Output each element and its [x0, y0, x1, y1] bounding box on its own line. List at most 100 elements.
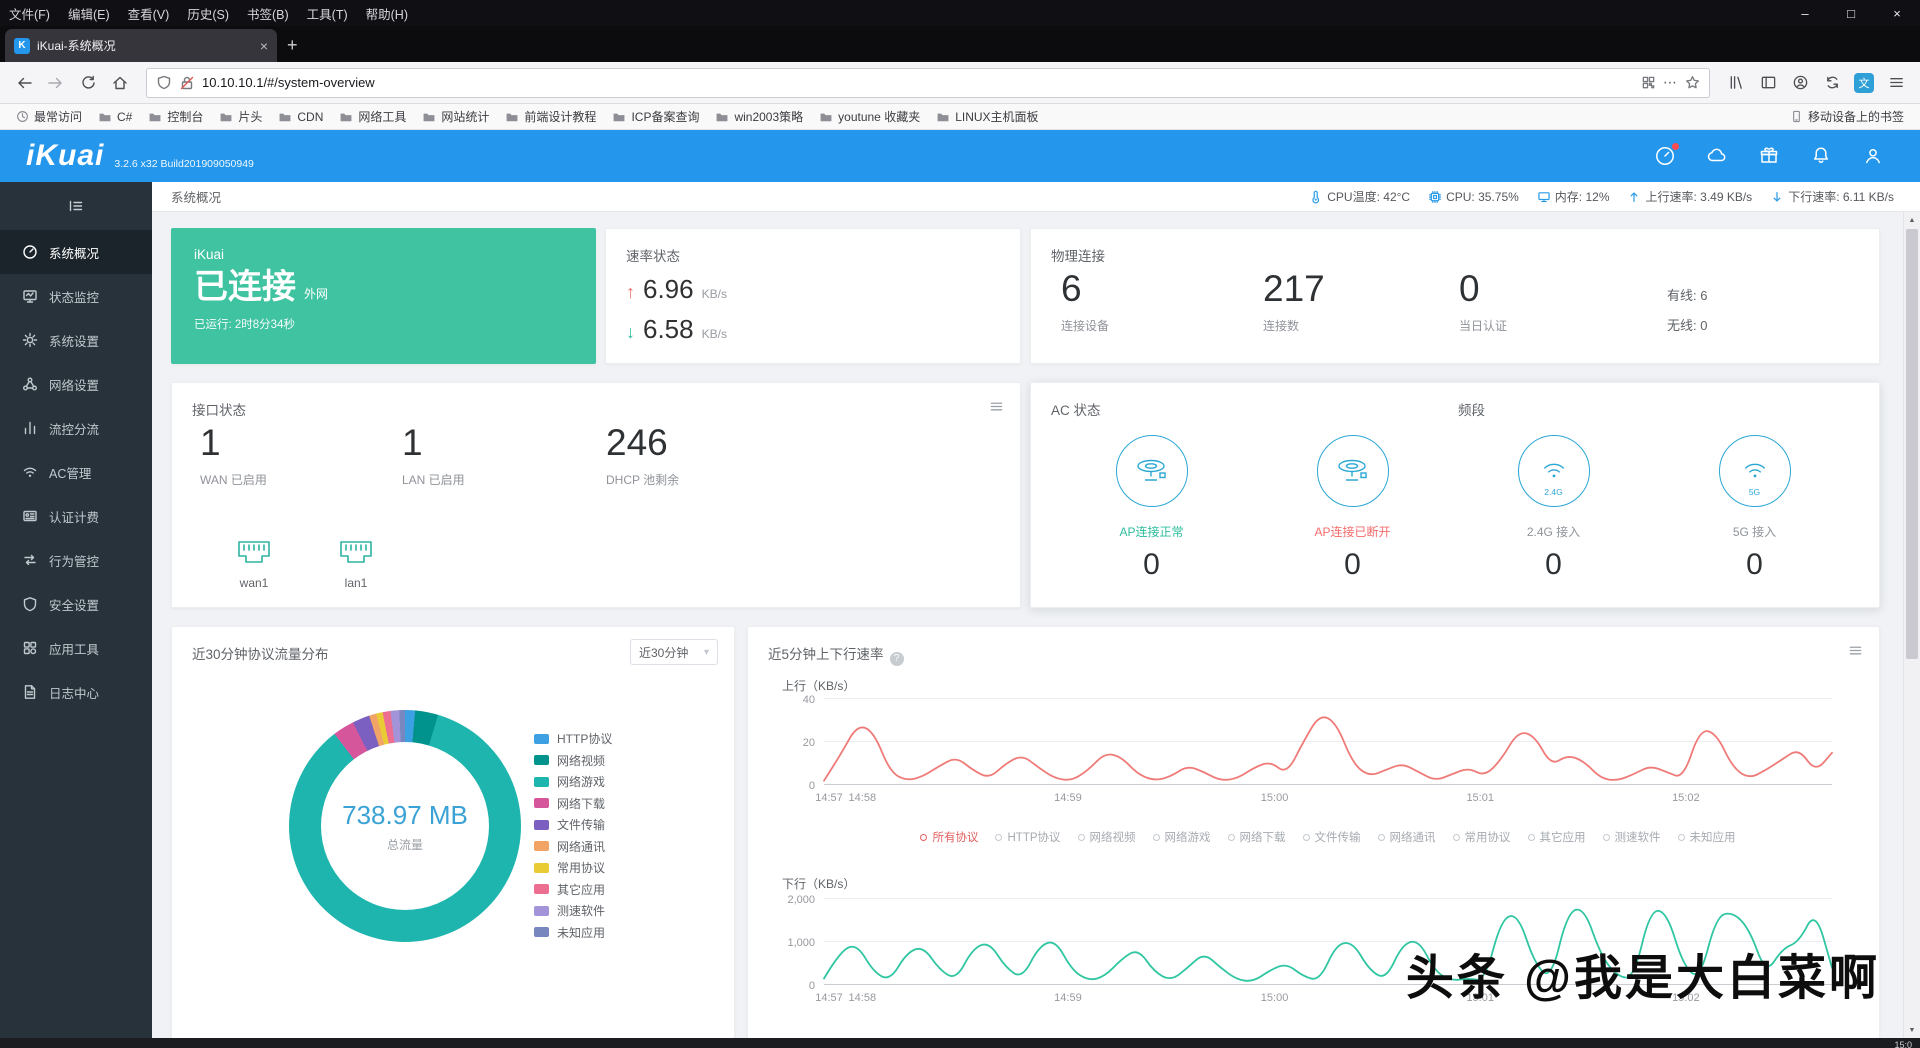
connection-card: iKuai 已连接 外网 已运行: 2时8分34秒 [171, 228, 596, 364]
url-bar[interactable]: 10.10.10.1/#/system-overview ⋯ [146, 67, 1710, 98]
back-icon[interactable] [8, 67, 40, 99]
legend-item[interactable]: 测速软件 [1602, 829, 1661, 845]
menu-bookmarks[interactable]: 书签(B) [246, 7, 289, 22]
legend-swatch [534, 927, 549, 938]
legend-item[interactable]: 网络游戏 [1152, 829, 1211, 845]
bookmark-mobile[interactable]: 移动设备上的书签 [1782, 104, 1912, 129]
band-section-title: 频段 [1458, 403, 1485, 418]
sidebar-item-ac-management[interactable]: AC管理 [0, 450, 152, 494]
bookmark-most-visited[interactable]: 最常访问 [8, 104, 90, 129]
sidebar-panel-icon[interactable] [1752, 67, 1784, 99]
scroll-up-arrow[interactable]: ▲ [1908, 216, 1916, 224]
sidebar-item-log-center[interactable]: 日志中心 [0, 670, 152, 714]
monitor-icon [22, 288, 38, 304]
sidebar-item-network-settings[interactable]: 网络设置 [0, 362, 152, 406]
legend-item[interactable]: HTTP协议 [995, 829, 1061, 845]
menu-help[interactable]: 帮助(H) [365, 7, 408, 22]
card-menu-icon[interactable] [1847, 643, 1863, 658]
sidebar-item-flow-control[interactable]: 流控分流 [0, 406, 152, 450]
sidebar-collapse-icon[interactable] [0, 182, 152, 230]
legend-item[interactable]: 网络通讯 [1377, 829, 1436, 845]
legend-item[interactable]: 文件传输 [534, 814, 612, 836]
legend-item[interactable]: 网络游戏 [534, 771, 612, 793]
bookmark-folder[interactable]: 控制台 [140, 104, 211, 129]
new-tab-button[interactable]: + [287, 35, 298, 55]
tab-ikuai-overview[interactable]: K iKuai-系统概况 × [5, 29, 277, 62]
legend-item[interactable]: 常用协议 [1452, 829, 1511, 845]
cloud-icon[interactable] [1706, 145, 1728, 167]
qr-scan-icon[interactable] [1641, 75, 1656, 90]
time-range-select[interactable]: 近30分钟 ▾ [630, 639, 718, 665]
legend-item[interactable]: 未知应用 [1677, 829, 1736, 845]
url-text[interactable]: 10.10.10.1/#/system-overview [202, 75, 375, 90]
card-menu-icon[interactable] [988, 399, 1004, 414]
legend-item[interactable]: 测速软件 [534, 900, 612, 922]
help-icon[interactable]: ? [889, 651, 904, 666]
legend-item[interactable]: 其它应用 [534, 879, 612, 901]
home-icon[interactable] [104, 67, 136, 99]
menu-file[interactable]: 文件(F) [9, 7, 50, 22]
account-icon[interactable] [1784, 67, 1816, 99]
forward-icon[interactable] [40, 67, 72, 99]
legend-item[interactable]: 常用协议 [534, 857, 612, 879]
legend-item[interactable]: 文件传输 [1302, 829, 1361, 845]
legend-item[interactable]: HTTP协议 [534, 728, 612, 750]
reload-icon[interactable] [72, 67, 104, 99]
page-actions-icon[interactable]: ⋯ [1663, 74, 1678, 90]
insecure-lock-icon[interactable] [179, 75, 195, 91]
app-grid-icon [22, 640, 38, 656]
protocol-legend: HTTP协议 网络视频 网络游戏 网络下载 文件传输 网络通讯 常用协议 其它应… [534, 728, 612, 943]
legend-item[interactable]: 网络视频 [1077, 829, 1136, 845]
translate-extension-icon[interactable]: 文 [1848, 67, 1880, 99]
sidebar-item-behavior-control[interactable]: 行为管控 [0, 538, 152, 582]
speed-gauge-icon[interactable] [1654, 143, 1679, 167]
sync-icon[interactable] [1816, 67, 1848, 99]
total-traffic-value: 738.97 MB [342, 799, 468, 830]
legend-item[interactable]: 网络视频 [534, 750, 612, 772]
bookmark-folder[interactable]: LINUX主机面板 [928, 104, 1046, 129]
legend-item[interactable]: 网络下载 [534, 793, 612, 815]
scroll-thumb[interactable] [1906, 229, 1918, 659]
bookmark-star-icon[interactable] [1685, 75, 1700, 90]
bookmark-folder[interactable]: C# [90, 104, 140, 129]
scrollbar[interactable]: ▲ ▼ [1903, 212, 1920, 1038]
legend-item[interactable]: 其它应用 [1527, 829, 1586, 845]
shield-icon[interactable] [156, 75, 172, 91]
bookmark-folder[interactable]: 片头 [211, 104, 270, 129]
bookmark-folder[interactable]: 网站统计 [414, 104, 497, 129]
folder-icon [612, 110, 626, 124]
sidebar-item-status-monitor[interactable]: 状态监控 [0, 274, 152, 318]
tab-close-icon[interactable]: × [259, 37, 268, 54]
legend-item[interactable]: 网络下载 [1227, 829, 1286, 845]
user-icon[interactable] [1862, 145, 1884, 167]
menu-edit[interactable]: 编辑(E) [67, 7, 110, 22]
gift-icon[interactable] [1758, 145, 1780, 167]
maximize-button[interactable]: □ [1847, 5, 1855, 21]
bookmark-folder[interactable]: win2003策略 [707, 104, 811, 129]
menu-history[interactable]: 历史(S) [187, 7, 229, 22]
legend-all-protocols[interactable]: 所有协议 [920, 829, 978, 845]
legend-item[interactable]: 网络通讯 [534, 836, 612, 858]
sidebar-item-security-settings[interactable]: 安全设置 [0, 582, 152, 626]
sidebar-item-system-overview[interactable]: 系统概况 [0, 230, 152, 274]
bookmark-folder[interactable]: 前端设计教程 [497, 104, 604, 129]
bookmark-folder[interactable]: ICP备案查询 [604, 104, 707, 129]
protocol-card-title: 近30分钟协议流量分布 [192, 647, 329, 662]
bell-icon[interactable] [1810, 145, 1832, 167]
scroll-down-arrow[interactable]: ▼ [1908, 1026, 1916, 1034]
library-icon[interactable] [1720, 67, 1752, 99]
bookmark-folder[interactable]: CDN [270, 104, 331, 129]
hamburger-menu-icon[interactable] [1880, 67, 1912, 99]
sidebar-item-auth-billing[interactable]: 认证计费 [0, 494, 152, 538]
legend-item[interactable]: 未知应用 [534, 922, 612, 944]
menu-tools[interactable]: 工具(T) [306, 7, 348, 22]
minimize-button[interactable]: – [1801, 5, 1809, 21]
sidebar-item-app-tools[interactable]: 应用工具 [0, 626, 152, 670]
bookmark-folder[interactable]: youtune 收藏夹 [811, 104, 928, 129]
menu-view[interactable]: 查看(V) [127, 7, 170, 22]
close-button[interactable]: × [1893, 5, 1901, 21]
sidebar-item-system-settings[interactable]: 系统设置 [0, 318, 152, 362]
stat-dhcp-remaining: 246 DHCP 池剩余 [606, 422, 680, 487]
bookmark-folder[interactable]: 网络工具 [331, 104, 414, 129]
y-tick-label: 1,000 [787, 937, 815, 949]
